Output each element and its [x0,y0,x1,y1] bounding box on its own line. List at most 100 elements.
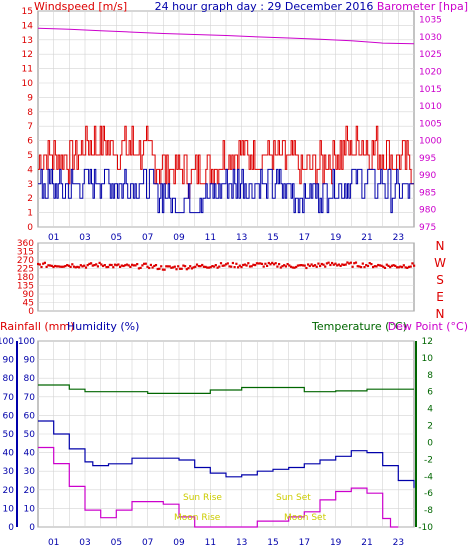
humidity-axis-tick-label: 60 [24,411,36,421]
hour-tick-label: 15 [267,233,278,243]
wind-direction-point [225,263,228,266]
wind-direction-point [149,263,152,266]
hour-tick-label: 05 [111,233,122,243]
baro-axis-tick-label: 1010 [419,102,442,112]
wind-direction-point [105,266,108,269]
wind-direction-point [59,265,62,268]
hour-tick-label: 05 [111,538,122,548]
direction-axis-tick-label: 135 [17,282,34,292]
wind-direction-point [72,265,76,268]
left-axis-title: Windspeed [m/s] [34,0,127,13]
wind-direction-point [127,264,130,267]
hour-tick-label: 23 [393,233,404,243]
wind-direction-point [64,265,67,268]
wind-direction-point [240,266,243,269]
wind-axis-tick-label: 0 [27,223,33,233]
wind-direction-point [322,263,325,266]
wind-direction-point [81,265,84,268]
wind-direction-point [231,261,234,265]
wind-direction-point [101,264,105,268]
wind-direction-point [158,267,161,270]
wind-direction-point [353,262,356,265]
baro-axis-tick-label: 985 [419,188,436,198]
baro-axis-tick-label: 1005 [419,119,442,129]
wind-direction-point [339,264,342,267]
wind-direction-point [137,267,140,270]
wind-direction-point [96,265,99,268]
wind-direction-point [207,266,211,269]
humidity-axis-tick-label: 0 [29,523,35,533]
wind-direction-point [79,264,82,267]
wind-direction-point [190,267,193,270]
wind-direction-point [42,262,45,265]
wind-direction-point [173,265,176,268]
wind-direction-point [395,266,399,269]
wind-direction-point [214,264,217,267]
wind-axis-tick-label: 5 [27,151,33,161]
baro-axis-tick-label: 1000 [419,137,442,147]
baro-axis-tick-label: 1035 [419,16,442,26]
wind-direction-point [313,264,317,267]
wind-direction-point [394,264,397,267]
wind-direction-point [52,265,55,269]
wind-direction-point [226,262,229,265]
temperature-axis-tick-label: 2 [427,422,433,432]
wind-direction-point [194,265,197,268]
wind-direction-point [192,266,195,269]
wind-direction-point [160,265,163,268]
wind-direction-point [166,265,170,268]
wind-direction-point [356,265,359,268]
wind-direction-point [331,261,334,265]
wind-direction-point [380,264,383,267]
wind-direction-point [189,265,192,268]
wind-direction-point [392,264,395,267]
wind-direction-point [342,263,346,266]
wind-direction-point [91,264,94,267]
wind-direction-point [298,264,301,267]
hour-tick-label: 19 [330,538,342,548]
wind-axis-tick-label: 1 [27,209,33,219]
baro-axis-tick-label: 980 [419,206,436,216]
wind-direction-point [351,265,354,268]
wind-direction-point [296,264,299,267]
hour-tick-label: 07 [142,538,153,548]
wind-direction-point [223,264,226,267]
wind-direction-point [66,264,69,267]
wind-direction-point [368,262,371,265]
wind-direction-point [139,266,142,269]
rain-axis-tick-label: 10 [3,504,15,514]
wind-direction-point [74,266,77,269]
wind-direction-point [286,263,289,266]
wind-direction-point [161,268,164,271]
wind-direction-point [269,263,272,266]
wind-direction-point [172,266,175,269]
wind-direction-point [406,266,409,269]
wind-direction-point [336,264,339,267]
wind-direction-point [195,263,199,266]
temperature-axis-tick-label: 8 [427,371,433,381]
wind-direction-point [354,261,358,264]
wind-direction-point [134,264,137,267]
wind-direction-point [334,262,337,265]
wind-direction-point [119,265,122,268]
hour-tick-label: 13 [236,538,247,548]
baro-axis-tick-label: 975 [419,223,436,233]
wind-direction-point [257,262,260,265]
direction-axis-tick-label: 225 [17,265,34,275]
wind-axis-tick-label: 13 [22,36,33,46]
wind-direction-point [37,262,40,266]
hour-tick-label: 07 [142,233,153,243]
wind-direction-point [69,265,72,268]
hour-tick-label: 03 [79,538,90,548]
wind-direction-point [387,264,390,267]
wind-direction-point [284,265,287,268]
wind-direction-point [83,264,86,267]
moonrise-label: Moon Rise [174,513,221,523]
wind-direction-point [271,261,274,264]
wind-direction-point [202,265,205,268]
wind-direction-point [45,265,48,268]
wind-direction-point [76,265,79,268]
temperature-axis-tick-label: 4 [427,405,433,415]
wind-direction-point [108,263,111,266]
wind-direction-point [115,264,118,267]
